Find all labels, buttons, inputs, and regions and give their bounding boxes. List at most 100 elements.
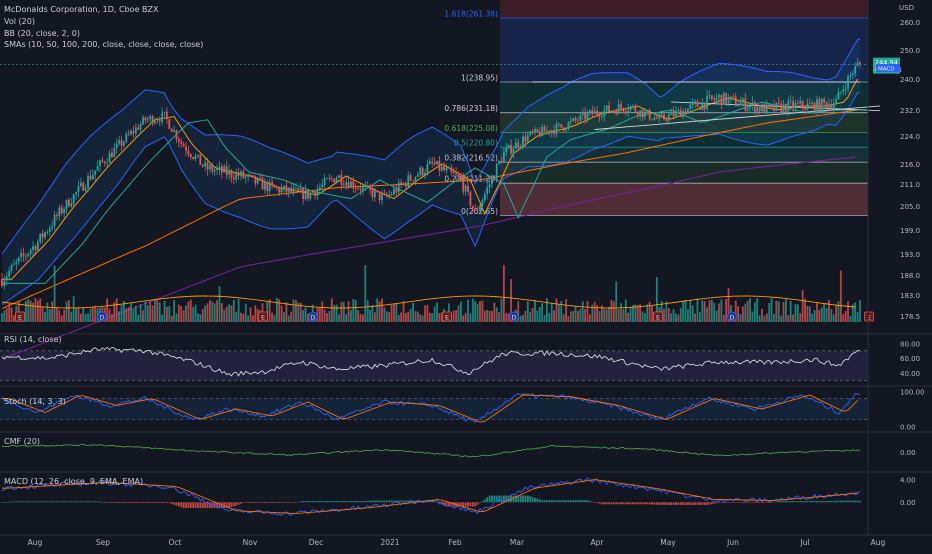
volume-bar: [553, 310, 555, 322]
macd-histogram-bar: [22, 501, 25, 503]
volume-bar: [68, 300, 70, 322]
candle-body: [220, 166, 223, 173]
candle-body: [522, 136, 524, 146]
macd-histogram-bar: [206, 502, 209, 509]
volume-bar: [844, 310, 847, 322]
volume-bar: [574, 306, 577, 322]
macd-histogram-bar: [658, 502, 661, 505]
volume-bar: [161, 314, 164, 322]
volume-bar: [34, 298, 37, 322]
macd-histogram-bar: [103, 502, 106, 503]
candle-body: [431, 161, 434, 163]
volume-bar: [273, 315, 276, 322]
candle-body: [452, 171, 455, 174]
candle-body: [474, 208, 477, 211]
volume-bar: [397, 315, 400, 322]
macd-histogram-bar: [357, 501, 360, 503]
time-axis-label: Aug: [28, 538, 43, 547]
macd-histogram-bar: [106, 502, 109, 503]
candle-body: [502, 152, 505, 163]
volume-bar: [177, 304, 180, 322]
volume-bar: [799, 313, 802, 322]
volume-bar: [801, 290, 804, 322]
candle-body: [51, 226, 54, 229]
macd-histogram-bar: [192, 502, 195, 509]
macd-histogram-bar: [17, 501, 20, 503]
macd-histogram-bar: [842, 500, 845, 503]
macd-histogram-bar: [48, 501, 51, 503]
candle-body: [328, 178, 331, 179]
vol-legend: Vol (20): [4, 17, 35, 26]
macd-histogram-bar: [252, 502, 254, 503]
volume-bar: [617, 309, 620, 322]
macd-histogram-bar: [565, 500, 567, 503]
macd-histogram-bar: [708, 502, 711, 505]
axis-tick-label: 188.0: [900, 272, 920, 280]
volume-bar: [426, 304, 429, 322]
event-marker-label: D: [729, 313, 734, 321]
macd-histogram-bar: [307, 501, 309, 503]
candle-body: [326, 178, 328, 180]
candle-body: [445, 168, 448, 171]
volume-bar: [271, 312, 273, 322]
time-axis-label: Apr: [591, 538, 605, 547]
macd-histogram-bar: [211, 502, 214, 509]
volume-bar: [765, 313, 768, 322]
candle-body: [541, 126, 544, 137]
candle-body: [428, 161, 431, 164]
candle-body: [397, 182, 400, 193]
volume-bar: [118, 311, 121, 322]
candle-body: [321, 184, 324, 188]
candle-body: [629, 106, 632, 111]
volume-bar: [694, 313, 696, 322]
volume-bar: [751, 311, 754, 322]
volume-bar: [741, 306, 744, 322]
event-marker: D: [509, 311, 519, 322]
volume-bar: [10, 307, 13, 322]
macd-histogram-bar: [381, 500, 383, 503]
event-marker-bg: [258, 311, 268, 322]
candle-body: [687, 108, 689, 114]
volume-bar: [495, 307, 498, 322]
candle-body: [727, 98, 730, 104]
volume-bar: [691, 305, 694, 322]
macd-histogram-bar: [794, 501, 797, 503]
volume-bar: [502, 265, 505, 322]
volume-bar: [644, 313, 646, 322]
macd-histogram-bar: [636, 502, 639, 505]
volume-bar: [507, 313, 510, 322]
macd-histogram-bar: [744, 502, 747, 503]
macd-histogram-bar: [34, 501, 37, 503]
volume-bar: [297, 302, 300, 322]
candle-body: [584, 112, 587, 120]
candle-body: [354, 188, 357, 190]
macd-histogram-bar: [627, 502, 630, 505]
candle-body: [342, 184, 345, 186]
macd-histogram-bar: [263, 502, 266, 503]
candle-body: [151, 116, 154, 124]
macd-histogram-bar: [792, 501, 794, 503]
macd-histogram-bar: [163, 502, 166, 504]
candle-body: [646, 110, 649, 112]
volume-bar: [589, 314, 591, 322]
candle-body: [636, 111, 639, 116]
candle-body: [345, 182, 348, 186]
candle-body: [84, 188, 87, 191]
candle-body: [230, 170, 233, 178]
candle-body: [823, 98, 826, 103]
candle-body: [612, 110, 615, 112]
candle-body: [684, 110, 687, 114]
candle-body: [201, 164, 204, 167]
macd-histogram-bar: [416, 500, 419, 503]
candle-body: [455, 173, 457, 175]
macd-histogram-bar: [775, 501, 778, 503]
volume-bar: [51, 301, 54, 322]
candle-body: [209, 165, 211, 170]
volume-bar: [328, 311, 331, 322]
macd-histogram-bar: [309, 501, 312, 503]
time-axis-label: May: [660, 538, 676, 547]
event-marker: E: [442, 311, 452, 322]
axis-tick-label: 260.0: [900, 19, 920, 27]
